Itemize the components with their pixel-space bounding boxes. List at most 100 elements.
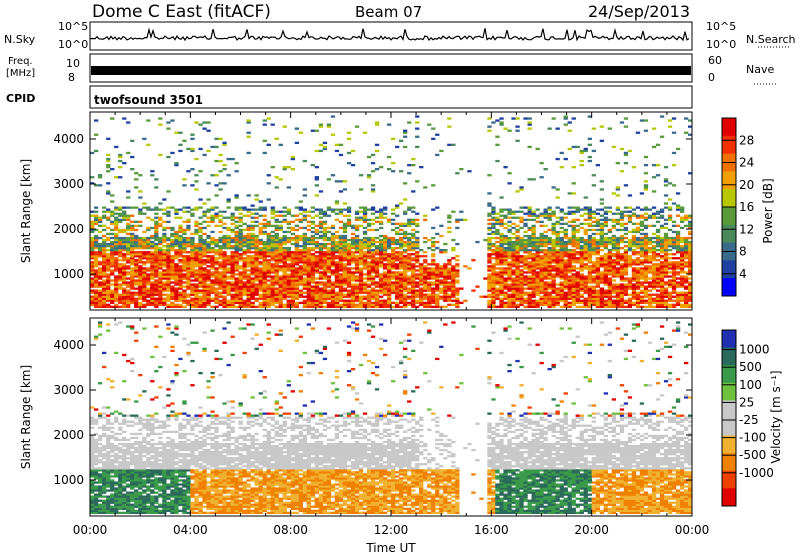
- heatmap-cell: [266, 240, 271, 244]
- heatmap-cell: [523, 206, 528, 209]
- heatmap-cell: [387, 287, 392, 290]
- heatmap-cell: [579, 289, 584, 292]
- heatmap-cell: [374, 297, 380, 300]
- heatmap-cell: [499, 267, 504, 270]
- heatmap-cell: [391, 162, 396, 165]
- heatmap-cell: [278, 277, 283, 280]
- heatmap-cell: [206, 236, 211, 240]
- heatmap-cell: [282, 291, 287, 294]
- heatmap-cell: [294, 267, 299, 270]
- heatmap-cell: [491, 295, 496, 298]
- heatmap-cell: [218, 257, 223, 260]
- heatmap-cell: [206, 210, 211, 213]
- heatmap-cell: [274, 176, 279, 179]
- heatmap-cell: [607, 230, 612, 234]
- heatmap-cell: [435, 232, 440, 236]
- heatmap-cell: [206, 287, 211, 290]
- heatmap-cell: [435, 303, 440, 306]
- heatmap-cell: [222, 299, 227, 302]
- heatmap-cell: [431, 297, 436, 300]
- heatmap-cell: [559, 257, 564, 260]
- heatmap-cell: [310, 267, 315, 270]
- heatmap-cell: [350, 253, 356, 256]
- heatmap-cell: [531, 279, 536, 282]
- heatmap-cell: [387, 255, 392, 258]
- heatmap-cell: [495, 263, 500, 266]
- heatmap-cell: [591, 212, 596, 215]
- heatmap-cell: [499, 245, 504, 248]
- heatmap-cell: [310, 222, 315, 225]
- heatmap-cell: [234, 232, 239, 236]
- heatmap-cell: [607, 228, 612, 232]
- heatmap-cell: [178, 238, 183, 242]
- heatmap-cell: [395, 291, 400, 294]
- heatmap-cell: [399, 263, 404, 266]
- heatmap-cell: [451, 210, 456, 213]
- heatmap-cell: [587, 257, 592, 260]
- heatmap-cell: [439, 281, 444, 284]
- heatmap-cell: [503, 285, 508, 288]
- heatmap-cell: [354, 269, 360, 272]
- heatmap-cell: [222, 164, 227, 167]
- heatmap-cell: [90, 240, 95, 244]
- heatmap-cell: [499, 271, 504, 274]
- heatmap-cell: [290, 299, 295, 302]
- heatmap-cell: [298, 275, 303, 278]
- heatmap-cell: [130, 224, 135, 227]
- heatmap-cell: [350, 242, 356, 246]
- heatmap-cell: [226, 240, 231, 244]
- heatmap-cell: [419, 293, 424, 296]
- heatmap-cell: [242, 245, 247, 248]
- heatmap-cell: [403, 301, 408, 304]
- heatmap-cell: [154, 234, 159, 238]
- heatmap-cell: [603, 267, 608, 270]
- heatmap-cell: [114, 242, 119, 246]
- heatmap-cell: [379, 305, 384, 308]
- heatmap-cell: [595, 228, 600, 232]
- heatmap-cell: [134, 234, 139, 238]
- heatmap-cell: [202, 293, 207, 296]
- heatmap-cell: [619, 305, 625, 308]
- heatmap-cell: [527, 263, 532, 266]
- heatmap-cell: [451, 299, 456, 302]
- heatmap-cell: [322, 259, 328, 262]
- heatmap-cell: [527, 234, 532, 238]
- heatmap-cell: [491, 212, 496, 215]
- heatmap-cell: [326, 253, 332, 256]
- heatmap-cell: [342, 295, 348, 298]
- heatmap-cell: [535, 303, 540, 306]
- heatmap-cell: [186, 303, 191, 306]
- heatmap-cell: [370, 208, 376, 211]
- heatmap-cell: [178, 228, 183, 232]
- heatmap-cell: [242, 208, 247, 211]
- heatmap-cell: [507, 295, 512, 298]
- heatmap-cell: [487, 265, 492, 268]
- heatmap-cell: [539, 242, 544, 246]
- heatmap-cell: [194, 232, 199, 236]
- heatmap-cell: [595, 279, 600, 282]
- heatmap-cell: [150, 263, 155, 266]
- heatmap-cell: [439, 287, 444, 290]
- heatmap-cell: [383, 285, 388, 288]
- heatmap-cell: [391, 170, 396, 173]
- heatmap-cell: [302, 236, 307, 240]
- heatmap-cell: [202, 297, 207, 300]
- heatmap-cell: [427, 287, 432, 290]
- heatmap-cell: [154, 301, 159, 304]
- heatmap-cell: [190, 232, 195, 236]
- heatmap-cell: [134, 253, 139, 256]
- heatmap-cell: [419, 301, 424, 304]
- heatmap-cell: [427, 305, 432, 308]
- heatmap-cell: [595, 263, 600, 266]
- heatmap-cell: [567, 147, 572, 151]
- heatmap-cell: [338, 242, 344, 246]
- heatmap-cell: [571, 145, 576, 149]
- heatmap-cell: [370, 269, 376, 272]
- heatmap-cell: [146, 301, 151, 304]
- heatmap-cell: [134, 224, 139, 227]
- heatmap-cell: [174, 275, 179, 278]
- heatmap-cell: [511, 232, 516, 236]
- heatmap-cell: [218, 275, 223, 278]
- heatmap-cell: [515, 139, 520, 142]
- heatmap-cell: [455, 287, 460, 290]
